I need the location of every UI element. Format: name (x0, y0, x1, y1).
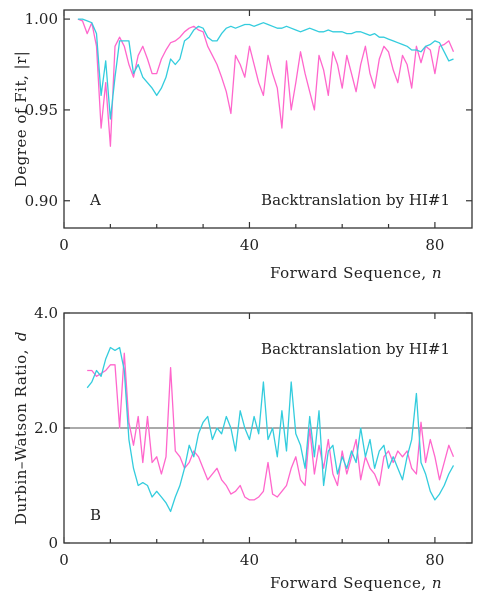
series-line-1 (77, 18, 455, 147)
panel-annotation: Backtranslation by HI#1 (261, 340, 450, 358)
y-tick-label: 2.0 (34, 419, 58, 437)
series-line-1 (87, 352, 455, 501)
panel-label: B (90, 506, 101, 524)
series-line-2 (77, 18, 454, 120)
y-tick-label: 0.95 (25, 101, 58, 119)
x-tick-label: 80 (425, 236, 444, 254)
y-tick-label: 0 (48, 534, 58, 552)
x-tick-label: 0 (59, 236, 69, 254)
y-axis-title: Degree of Fit, |r| (12, 51, 30, 188)
panel-annotation: Backtranslation by HI#1 (261, 191, 450, 209)
y-tick-label: 4.0 (34, 304, 58, 322)
panel-a: 0.90 0.95 1.00 0 40 80 Backtranslation by HI#1… (12, 9, 473, 282)
x-axis-title: Forward Sequence, n (270, 264, 442, 282)
y-tick-label: 1.00 (25, 10, 58, 28)
series-line-2 (86, 346, 455, 513)
panel-label: A (89, 191, 101, 209)
x-tick-label: 40 (240, 236, 259, 254)
panel-b: 0 2.0 4.0 0 40 80 Backtranslation by HI#1 B Forw… (12, 304, 473, 592)
x-axis-title: Forward Sequence, n (270, 574, 442, 592)
y-tick-label: 0.90 (25, 192, 58, 210)
x-tick-label: 40 (240, 551, 259, 569)
y-axis-variable: d (12, 331, 30, 341)
x-tick-label: 0 (59, 551, 69, 569)
plot-frame (63, 9, 473, 229)
x-axis-variable: n (432, 574, 442, 592)
x-axis-variable: n (432, 264, 442, 282)
x-tick-label: 80 (425, 551, 444, 569)
y-axis-title: Durbin–Watson Ratio,d (12, 331, 30, 525)
